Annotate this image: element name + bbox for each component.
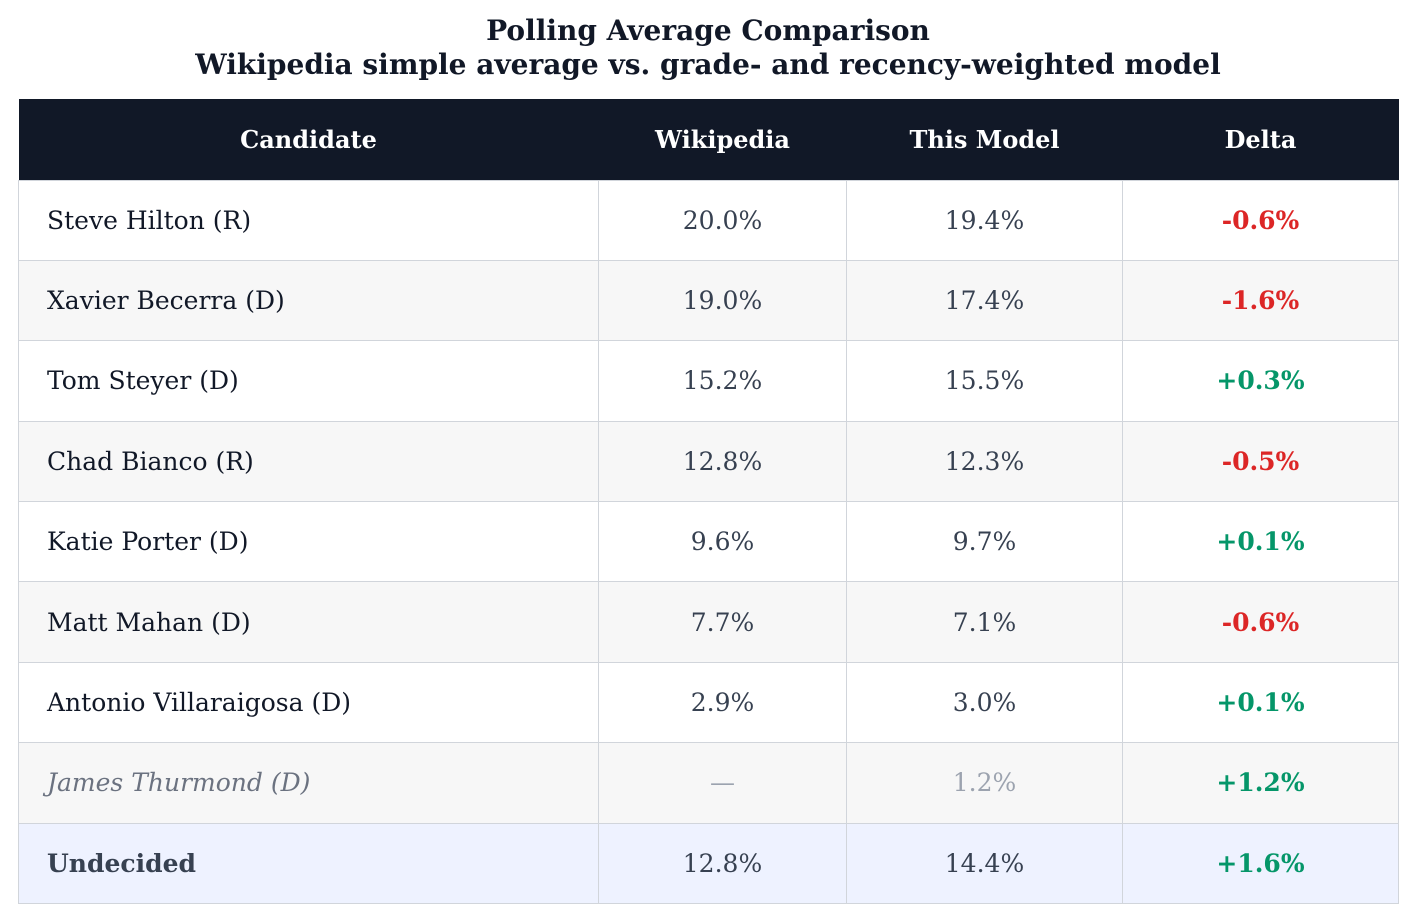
header-delta: Delta [1224, 124, 1297, 154]
wikipedia-cell: 7.7% [598, 581, 847, 663]
table-row: Matt Mahan (D) 7.7% 7.1% -0.6% [18, 581, 1399, 663]
wikipedia-cell: 2.9% [598, 661, 847, 744]
candidate-cell: Steve Hilton (R) [18, 179, 599, 261]
candidate-cell: Undecided [18, 822, 599, 905]
table-header: Candidate Wikipedia This Model Delta [18, 99, 1399, 180]
header-this-model: This Model [909, 124, 1060, 154]
delta-cell: +0.1% [1122, 501, 1399, 583]
candidate-cell: Tom Steyer (D) [18, 340, 599, 422]
table-row: Xavier Becerra (D) 19.0% 17.4% -1.6% [18, 259, 1399, 342]
model-cell: 15.5% [846, 340, 1123, 422]
delta-cell: -0.5% [1122, 420, 1399, 503]
header-candidate: Candidate [240, 124, 377, 154]
table-row: Katie Porter (D) 9.6% 9.7% +0.1% [18, 501, 1399, 583]
wikipedia-cell: 12.8% [598, 420, 847, 503]
candidate-cell: Chad Bianco (R) [18, 420, 599, 503]
model-cell: 7.1% [846, 581, 1123, 663]
model-cell: 14.4% [846, 822, 1123, 905]
delta-cell: +0.3% [1122, 340, 1399, 422]
wikipedia-cell: 12.8% [598, 822, 847, 905]
model-cell: 3.0% [846, 661, 1123, 744]
delta-cell: -0.6% [1122, 179, 1399, 261]
candidate-cell: Katie Porter (D) [18, 501, 599, 583]
delta-cell: +1.2% [1122, 742, 1399, 824]
chart-title: Polling Average Comparison [486, 14, 930, 47]
table-row: Steve Hilton (R) 20.0% 19.4% -0.6% [18, 179, 1399, 261]
wikipedia-cell: 19.0% [598, 259, 847, 342]
wikipedia-cell: 9.6% [598, 501, 847, 583]
model-cell: 9.7% [846, 501, 1123, 583]
table-row: Undecided 12.8% 14.4% +1.6% [18, 822, 1399, 905]
header-wikipedia: Wikipedia [655, 124, 790, 154]
delta-cell: +1.6% [1122, 822, 1399, 905]
table-row: James Thurmond (D) —1.2% +1.2% [18, 742, 1399, 824]
chart-subtitle: Wikipedia simple average vs. grade- and … [195, 48, 1221, 81]
table-row: Antonio Villaraigosa (D) 2.9% 3.0% +0.1% [18, 661, 1399, 744]
delta-cell: +0.1% [1122, 661, 1399, 744]
delta-cell: -0.6% [1122, 581, 1399, 663]
table-body: Steve Hilton (R) 20.0% 19.4% -0.6% Xavier Be… [18, 179, 1399, 905]
wikipedia-cell: — [598, 742, 847, 824]
table-row: Tom Steyer (D) 15.2% 15.5% +0.3% [18, 340, 1399, 422]
candidate-cell: Xavier Becerra (D) [18, 259, 599, 342]
candidate-cell: James Thurmond (D) [18, 742, 599, 824]
model-cell: 19.4% [846, 179, 1123, 261]
model-cell: 12.3% [846, 420, 1123, 503]
model-cell: 17.4% [846, 259, 1123, 342]
wikipedia-cell: 20.0% [598, 179, 847, 261]
polling-table: Candidate Wikipedia This Model Delta Ste… [18, 99, 1399, 905]
header-row: Candidate Wikipedia This Model Delta [18, 99, 1399, 180]
table-row: Chad Bianco (R) 12.8% 12.3% -0.5% [18, 420, 1399, 503]
candidate-cell: Antonio Villaraigosa (D) [18, 661, 599, 744]
delta-cell: -1.6% [1122, 259, 1399, 342]
candidate-cell: Matt Mahan (D) [18, 581, 599, 663]
wikipedia-cell: 15.2% [598, 340, 847, 422]
model-cell: 1.2% [846, 742, 1123, 824]
